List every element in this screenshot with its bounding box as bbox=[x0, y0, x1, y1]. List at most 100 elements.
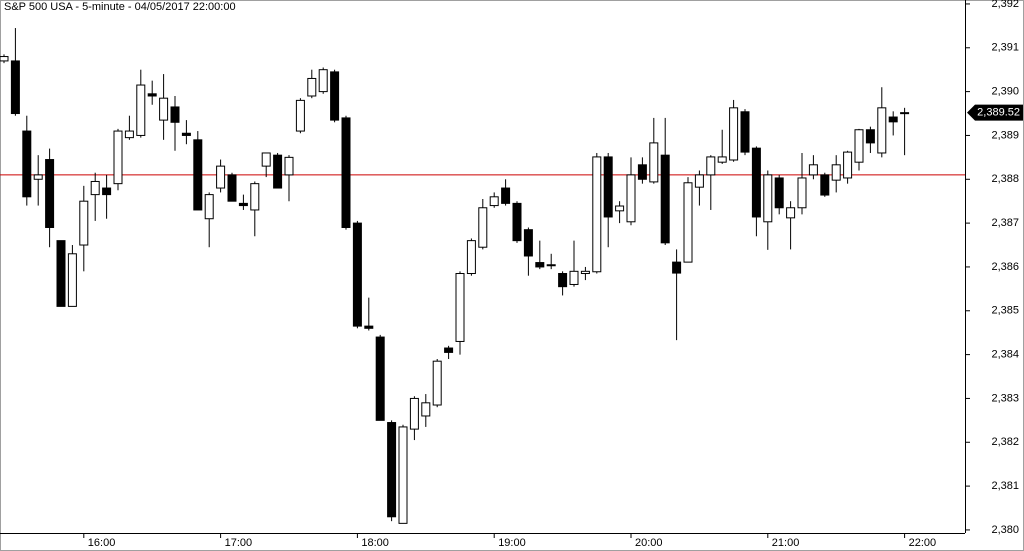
y-tick-label: 2,391 bbox=[991, 42, 1019, 54]
candle-body bbox=[375, 336, 385, 421]
candle-body bbox=[341, 117, 351, 228]
y-tick-label: 2,380 bbox=[991, 524, 1019, 536]
candle-body bbox=[364, 325, 374, 329]
candle-body bbox=[307, 77, 317, 97]
candle-body bbox=[432, 360, 442, 406]
candle-body bbox=[330, 71, 340, 121]
candle-body bbox=[512, 202, 522, 242]
candle-body bbox=[79, 200, 89, 246]
y-tick-label: 2,388 bbox=[991, 173, 1019, 185]
candle-body bbox=[398, 426, 408, 524]
candle-body bbox=[113, 130, 123, 185]
candle-body bbox=[637, 164, 647, 180]
y-tick-label: 2,387 bbox=[991, 217, 1019, 229]
candle-body bbox=[603, 156, 613, 218]
x-tick-label: 17:00 bbox=[225, 537, 253, 549]
candle-body bbox=[740, 111, 750, 153]
candle-body bbox=[295, 99, 305, 132]
candle-body bbox=[797, 177, 807, 209]
candle-body bbox=[170, 106, 180, 123]
candle-body bbox=[683, 182, 693, 263]
candle-body bbox=[900, 112, 910, 115]
candle-body bbox=[649, 142, 659, 183]
candle-body bbox=[877, 107, 887, 154]
candle-body bbox=[147, 93, 157, 97]
candle-body bbox=[102, 187, 112, 196]
candle-body bbox=[136, 84, 146, 136]
candle-body bbox=[284, 156, 294, 176]
candle-body bbox=[250, 183, 260, 211]
candle-body bbox=[774, 177, 784, 209]
y-tick-label: 2,382 bbox=[991, 436, 1019, 448]
candle-body bbox=[181, 132, 191, 136]
candle-body bbox=[227, 174, 237, 202]
candle-body bbox=[523, 229, 533, 257]
candle-body bbox=[763, 174, 773, 223]
candle-body bbox=[56, 240, 66, 307]
candle-body bbox=[546, 264, 556, 267]
y-tick-label: 2,389 bbox=[991, 129, 1019, 141]
candle-body bbox=[569, 270, 579, 285]
y-tick-label: 2,384 bbox=[991, 349, 1019, 361]
candle-body bbox=[318, 69, 328, 93]
candle-body bbox=[444, 347, 454, 353]
candle-body bbox=[820, 174, 830, 196]
candle-body bbox=[592, 156, 602, 273]
candle-body bbox=[694, 174, 704, 188]
candle-body bbox=[387, 422, 397, 518]
candle-body bbox=[45, 159, 55, 228]
candle-body bbox=[660, 154, 670, 244]
candle-body bbox=[352, 222, 362, 327]
candle-body bbox=[466, 240, 476, 275]
candle-body bbox=[159, 97, 169, 121]
candle-body bbox=[535, 262, 545, 268]
candle-body bbox=[204, 194, 214, 220]
y-tick-label: 2,386 bbox=[991, 261, 1019, 273]
candle-body bbox=[717, 156, 727, 163]
candle-body bbox=[261, 152, 271, 167]
candle-body bbox=[558, 273, 568, 288]
y-tick-label: 2,390 bbox=[991, 86, 1019, 98]
candle-body bbox=[22, 130, 32, 198]
candle-body bbox=[489, 196, 499, 207]
y-tick-label: 2,383 bbox=[991, 392, 1019, 404]
y-tick-label: 2,385 bbox=[991, 305, 1019, 317]
candle-body bbox=[0, 56, 9, 62]
candle-body bbox=[706, 156, 716, 176]
candle-body bbox=[626, 174, 636, 223]
candle-body bbox=[10, 60, 20, 115]
candle-body bbox=[90, 180, 100, 196]
last-price-label: 2,389.52 bbox=[977, 107, 1020, 119]
candle-body bbox=[216, 165, 226, 189]
x-tick-label: 22:00 bbox=[909, 537, 937, 549]
candle-body bbox=[501, 187, 511, 204]
candle-body bbox=[672, 261, 682, 274]
candle-body bbox=[409, 397, 419, 430]
candle-body bbox=[888, 116, 898, 123]
candle-body bbox=[831, 164, 841, 181]
y-tick-label: 2,392 bbox=[991, 0, 1019, 10]
x-tick-label: 19:00 bbox=[498, 537, 526, 549]
candle-body bbox=[808, 164, 818, 176]
candle-body bbox=[843, 151, 853, 179]
candle-body bbox=[478, 207, 488, 248]
candle-body bbox=[421, 402, 431, 417]
y-tick-label: 2,381 bbox=[991, 480, 1019, 492]
candle-body bbox=[615, 205, 625, 212]
x-tick-label: 18:00 bbox=[361, 537, 389, 549]
x-tick-label: 20:00 bbox=[635, 537, 663, 549]
candle-body bbox=[273, 154, 283, 189]
candle-body bbox=[67, 253, 77, 307]
candle-body bbox=[865, 129, 875, 144]
candle-body bbox=[854, 129, 864, 163]
chart-title: S&P 500 USA - 5-minute - 04/05/2017 22:0… bbox=[4, 1, 236, 13]
last-price-marker bbox=[967, 104, 1023, 121]
candle-body bbox=[193, 139, 203, 211]
candle-body bbox=[786, 207, 796, 219]
candle-body bbox=[238, 202, 248, 207]
candle-body bbox=[124, 130, 134, 139]
candle-body bbox=[455, 273, 465, 342]
